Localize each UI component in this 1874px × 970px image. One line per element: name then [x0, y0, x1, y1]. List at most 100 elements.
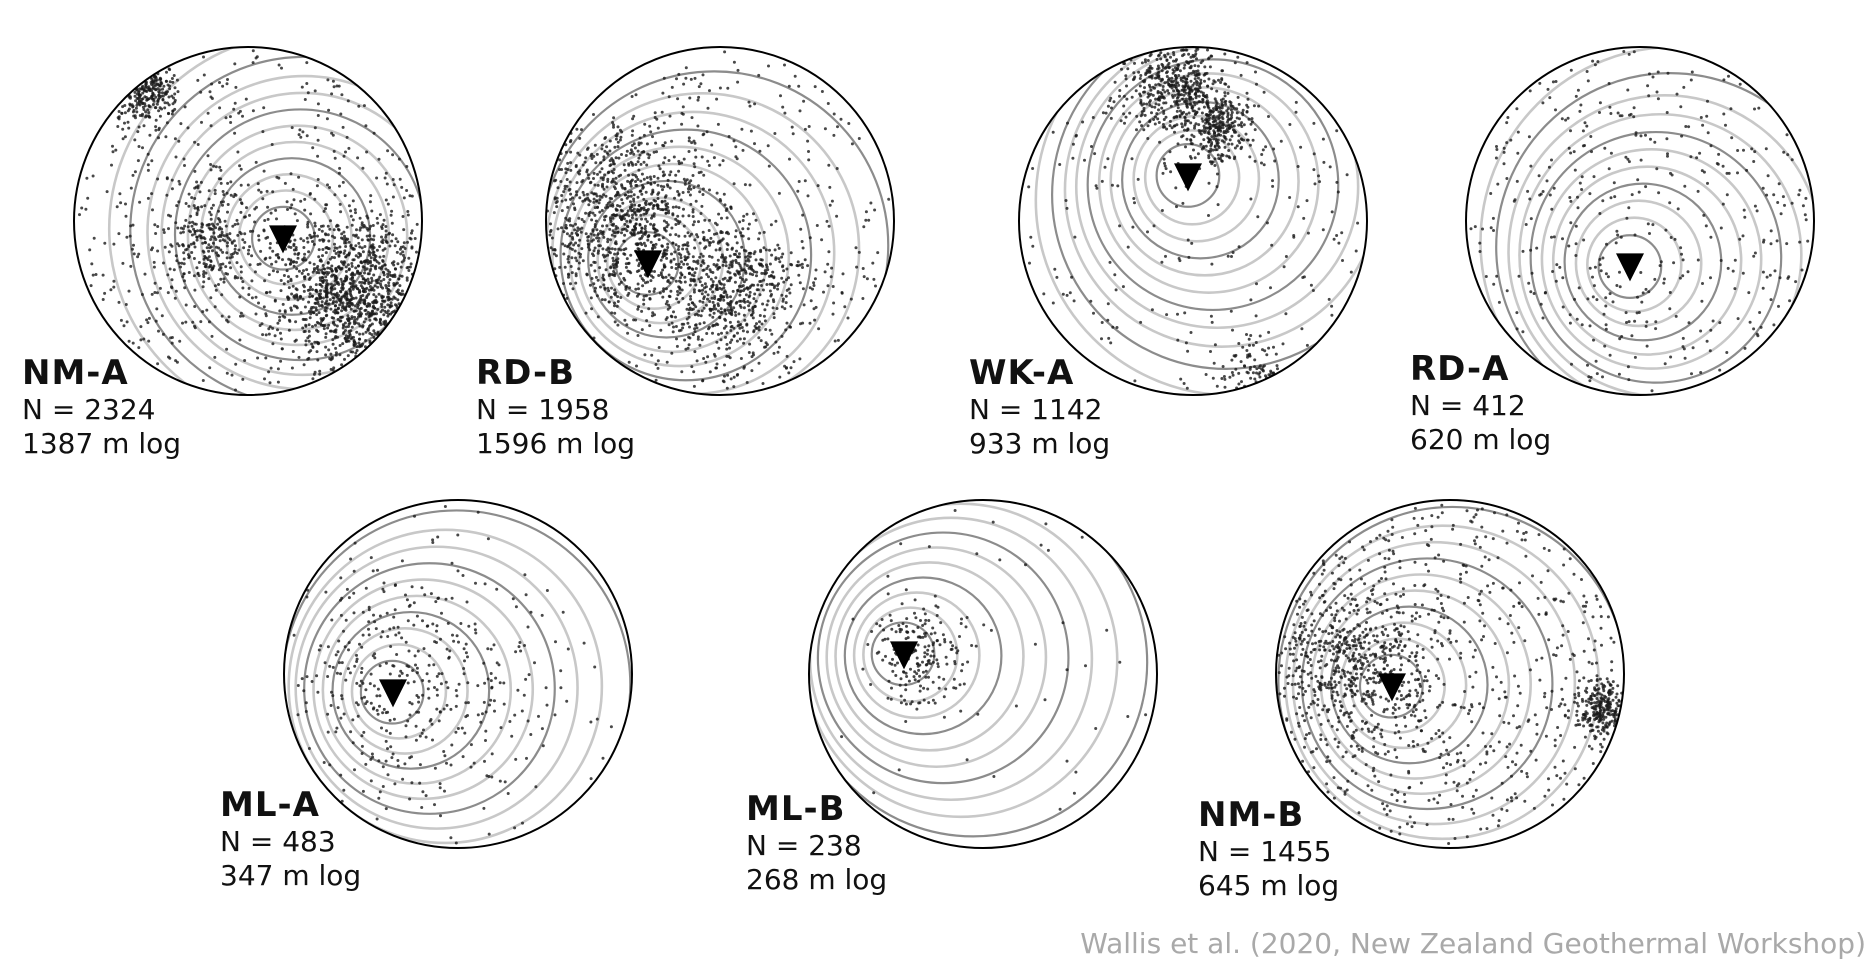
contour-ring	[1551, 165, 1743, 356]
label-ml-b: ML-B N = 238 268 m log	[746, 792, 887, 894]
stereonet-outline	[1275, 499, 1625, 849]
contour-ring	[1540, 148, 1763, 370]
stereonet-ml-b	[808, 499, 1158, 849]
panel-count: N = 1455	[1198, 835, 1332, 868]
panel-name: RD-B	[476, 353, 576, 393]
panel-log-length: 933 m log	[969, 427, 1111, 460]
contour-ring	[1310, 573, 1532, 796]
borehole-axis-marker	[1378, 673, 1406, 702]
contour-ring	[359, 659, 425, 725]
contour-ring	[559, 128, 813, 382]
panel-name: ML-B	[746, 789, 846, 829]
stereonet-ml-a	[283, 499, 633, 849]
panel-name: NM-B	[1198, 795, 1305, 835]
label-rd-b: RD-B N = 1958 1596 m log	[476, 356, 635, 458]
borehole-axis-marker	[890, 641, 918, 670]
panel-log-length: 645 m log	[1198, 869, 1340, 902]
panel-name: ML-A	[220, 785, 320, 825]
contour-ring	[1277, 505, 1624, 848]
panel-count: N = 1142	[969, 393, 1103, 426]
contour-ring	[809, 500, 1149, 838]
contour-ring	[287, 528, 604, 845]
contour-ring	[1097, 72, 1320, 294]
contour-ring	[825, 546, 1048, 769]
contour-ring	[816, 531, 1070, 785]
contour-ring	[852, 591, 981, 720]
contour-ring	[862, 606, 959, 703]
contour-ring	[160, 91, 422, 377]
stereonet-outline	[808, 499, 1158, 849]
contour-rings	[284, 500, 632, 848]
panel-count: N = 483	[220, 825, 336, 858]
stereonet-nm-b	[1275, 499, 1625, 849]
contour-ring	[1518, 112, 1803, 395]
stereonet-outline	[1018, 46, 1368, 396]
label-ml-a: ML-A N = 483 347 m log	[220, 788, 361, 890]
panel-name: NM-A	[22, 353, 129, 393]
contour-ring	[1143, 129, 1241, 226]
stereonet-outline	[1465, 46, 1815, 396]
panel-count: N = 412	[1410, 389, 1526, 422]
label-rd-a: RD-A N = 412 620 m log	[1410, 352, 1551, 454]
contour-ring	[186, 124, 409, 347]
panel-count: N = 238	[746, 829, 862, 862]
contour-ring	[1574, 199, 1703, 328]
stereonet-rd-b	[545, 46, 895, 396]
contour-ring	[173, 108, 422, 362]
pole-points	[840, 509, 1148, 811]
stereonet-outline	[73, 46, 423, 396]
contour-ring	[1074, 47, 1360, 330]
contour-ring	[1291, 540, 1577, 826]
contour-rings	[1479, 47, 1814, 395]
contour-ring	[331, 610, 491, 770]
pole-points	[1027, 47, 1360, 390]
contour-rings	[1034, 47, 1367, 395]
contour-ring	[587, 179, 746, 339]
attribution-credit: Wallis et al. (2020, New Zealand Geother…	[1080, 927, 1866, 960]
borehole-axis-marker	[634, 250, 662, 279]
panel-log-length: 347 m log	[220, 859, 362, 892]
stereonet-outline	[545, 46, 895, 396]
contour-ring	[251, 205, 316, 271]
pole-points	[546, 50, 891, 390]
contour-ring	[1586, 216, 1683, 313]
contour-rings	[1276, 500, 1624, 848]
borehole-axis-marker	[379, 679, 407, 708]
panel-log-length: 268 m log	[746, 863, 888, 896]
contour-ring	[340, 626, 469, 755]
borehole-axis-marker	[1616, 253, 1644, 282]
panel-name: RD-A	[1410, 349, 1510, 389]
stereonet-nm-a	[73, 46, 423, 396]
contour-ring	[1109, 86, 1300, 277]
contour-ring	[1329, 605, 1489, 765]
contour-ring	[107, 47, 422, 395]
contour-ring	[1034, 47, 1367, 395]
contour-ring	[1284, 524, 1600, 841]
contour-ring	[1479, 47, 1814, 395]
contour-ring	[1086, 58, 1340, 312]
panel-name: WK-A	[969, 353, 1075, 393]
contour-ring	[1495, 72, 1814, 395]
contour-ring	[1529, 130, 1783, 384]
contour-ring	[1050, 47, 1367, 370]
contour-ring	[350, 643, 448, 740]
stereonet-wk-a	[1018, 46, 1368, 396]
panel-log-length: 1387 m log	[22, 427, 182, 460]
contour-ring	[834, 561, 1025, 752]
contour-ring	[303, 562, 556, 815]
panel-count: N = 1958	[476, 393, 610, 426]
stereonet-rd-a	[1465, 46, 1815, 396]
pole-points	[78, 49, 419, 392]
contour-ring	[312, 578, 535, 801]
stereonet-outline	[283, 499, 633, 849]
label-wk-a: WK-A N = 1142 933 m log	[969, 356, 1110, 458]
contour-ring	[809, 502, 1119, 819]
panel-log-length: 620 m log	[1410, 423, 1552, 456]
contour-ring	[1339, 621, 1468, 750]
contour-ring	[1132, 114, 1261, 243]
label-nm-a: NM-A N = 2324 1387 m log	[22, 356, 181, 458]
borehole-axis-marker	[269, 225, 297, 254]
contour-ring	[284, 509, 632, 848]
borehole-axis-marker	[1174, 163, 1202, 192]
